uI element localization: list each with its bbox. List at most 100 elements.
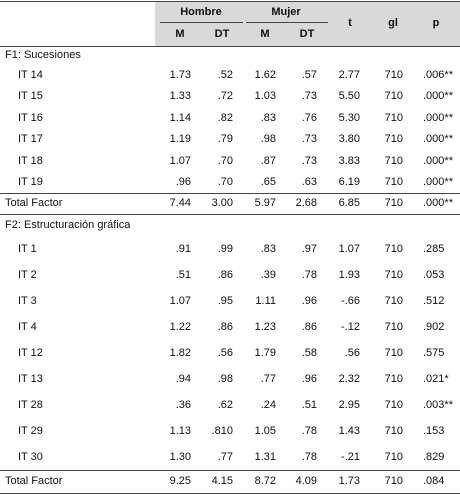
col-header: p — [432, 17, 440, 29]
row-value: .24 — [260, 399, 276, 411]
total-value: 9.25 — [169, 475, 191, 487]
row-value: 710 — [384, 347, 403, 359]
rule — [0, 493, 460, 494]
row-value: .83 — [260, 111, 276, 124]
row-label: IT 3 — [18, 295, 37, 307]
total-value: 710 — [384, 197, 403, 209]
row-p: .053 — [423, 269, 445, 281]
row-value: .63 — [301, 176, 317, 188]
row-value: .78 — [301, 269, 317, 281]
row-value: .99 — [217, 243, 233, 255]
row-value: -.21 — [341, 451, 360, 463]
row-value: .86 — [217, 269, 233, 281]
row-value: 1.43 — [338, 425, 360, 437]
row-label: IT 16 — [18, 111, 43, 124]
row-value: 1.93 — [338, 269, 360, 281]
col-header: gl — [388, 17, 398, 29]
row-value: 1.03 — [254, 90, 276, 103]
row-value: .86 — [217, 321, 233, 333]
row-label: IT 2 — [18, 269, 37, 281]
sub-header: M — [260, 28, 270, 40]
row-value: 710 — [384, 111, 403, 124]
row-value: .73 — [301, 133, 317, 146]
section-title: F1: Sucesiones — [5, 49, 81, 61]
row-p: .000** — [423, 154, 453, 167]
row-p: .285 — [423, 243, 445, 255]
row-value: -.66 — [341, 295, 360, 307]
row-value: 710 — [384, 69, 403, 81]
row-value: .58 — [301, 347, 317, 359]
row-value: 1.73 — [169, 69, 191, 81]
row-value: .810 — [211, 425, 233, 437]
row-value: 710 — [384, 399, 403, 411]
row-value: .79 — [217, 133, 233, 146]
row-value: 710 — [384, 321, 403, 333]
total-value: 4.09 — [295, 475, 317, 487]
row-value: 1.14 — [169, 111, 191, 124]
rule — [246, 22, 328, 23]
section-title: F2: Estructuración gráfica — [5, 219, 131, 231]
row-value: .51 — [301, 399, 317, 411]
row-p: .902 — [423, 321, 445, 333]
row-value: .97 — [301, 243, 317, 255]
row-value: .96 — [301, 295, 317, 307]
total-p: .084 — [423, 475, 445, 487]
row-value: 710 — [384, 133, 403, 146]
row-value: 2.77 — [338, 69, 360, 81]
row-value: 710 — [384, 154, 403, 167]
row-label: IT 1 — [18, 243, 37, 255]
row-p: .829 — [423, 451, 445, 463]
row-value: 710 — [384, 176, 403, 188]
row-value: .62 — [217, 399, 233, 411]
row-value: -.12 — [341, 321, 360, 333]
row-value: 1.19 — [169, 133, 191, 146]
total-value: 7.44 — [169, 197, 191, 209]
row-value: 1.22 — [169, 321, 191, 333]
row-value: 710 — [384, 243, 403, 255]
row-value: 2.32 — [338, 373, 360, 385]
row-value: .86 — [301, 321, 317, 333]
row-value: .73 — [301, 90, 317, 103]
row-p: .006** — [423, 69, 453, 81]
row-value: .95 — [217, 295, 233, 307]
row-p: .575 — [423, 347, 445, 359]
row-label: IT 19 — [18, 176, 43, 188]
row-value: 1.33 — [169, 90, 191, 103]
total-value: 2.68 — [295, 197, 317, 209]
row-value: .77 — [260, 373, 276, 385]
row-value: 1.79 — [254, 347, 276, 359]
group-header: Hombre — [180, 6, 222, 18]
row-value: .78 — [301, 451, 317, 463]
row-value: 1.13 — [169, 425, 191, 437]
row-label: IT 30 — [18, 451, 43, 463]
row-value: 3.80 — [338, 133, 360, 146]
row-value: 710 — [384, 425, 403, 437]
row-value: .77 — [217, 451, 233, 463]
row-value: .51 — [175, 269, 191, 281]
row-label: IT 13 — [18, 373, 43, 385]
row-value: .96 — [301, 373, 317, 385]
row-label: IT 15 — [18, 90, 43, 103]
sub-header: M — [175, 28, 185, 40]
rule — [0, 1, 460, 2]
row-p: .003** — [423, 399, 453, 411]
total-value: 6.85 — [338, 197, 360, 209]
row-label: IT 29 — [18, 425, 43, 437]
total-label: Total Factor — [5, 475, 63, 487]
total-value: 5.97 — [254, 197, 276, 209]
row-value: 1.23 — [254, 321, 276, 333]
total-value: 3.00 — [211, 197, 233, 209]
row-value: .78 — [301, 425, 317, 437]
row-value: .56 — [344, 347, 360, 359]
row-value: 1.11 — [255, 295, 276, 307]
row-value: .36 — [175, 399, 191, 411]
row-value: 710 — [384, 295, 403, 307]
row-p: .000** — [423, 111, 453, 124]
header-background — [155, 1, 460, 46]
row-value: .65 — [260, 176, 276, 188]
rule — [0, 470, 460, 471]
row-p: .153 — [423, 425, 445, 437]
row-value: .52 — [217, 69, 233, 81]
rule — [0, 214, 460, 215]
